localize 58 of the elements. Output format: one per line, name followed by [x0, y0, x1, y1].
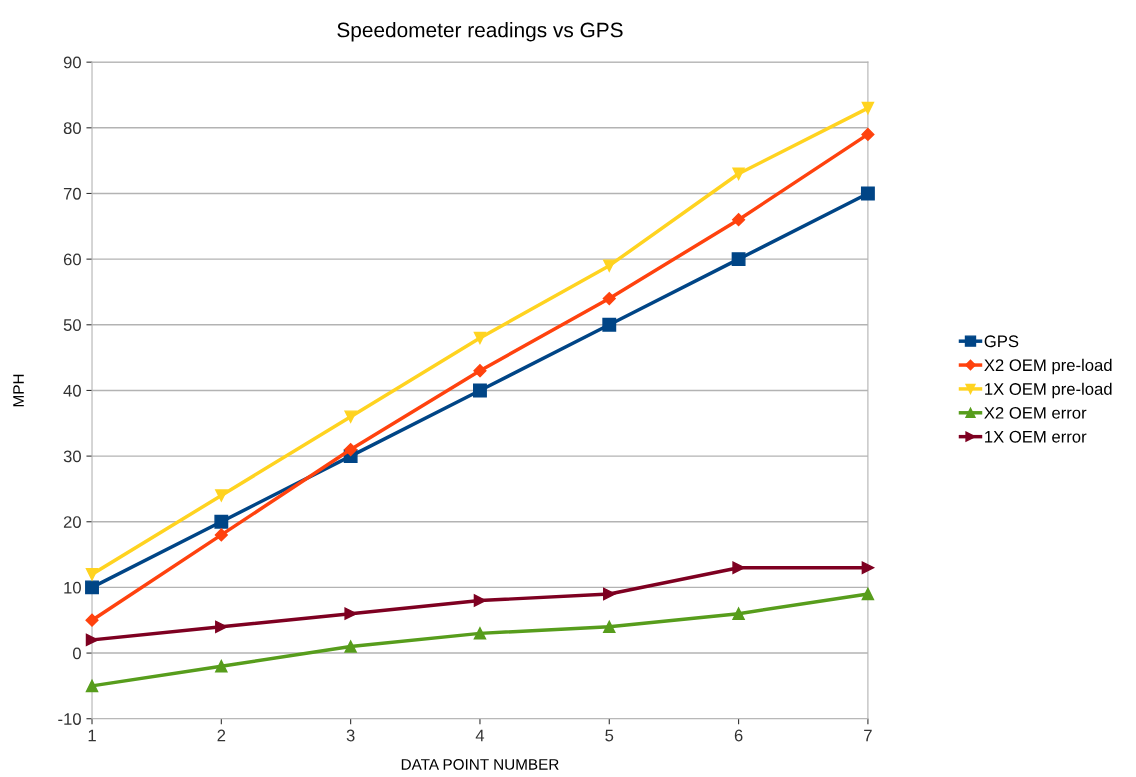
point: [473, 627, 487, 640]
point: [215, 620, 228, 634]
point: [732, 167, 745, 181]
point: [732, 213, 746, 227]
point: [602, 317, 617, 332]
point: [473, 364, 487, 378]
point: [85, 580, 99, 595]
x-tick-label: 5: [605, 729, 614, 742]
y-tick-label: 40: [63, 384, 81, 397]
point: [344, 442, 358, 457]
chart-title: Speedometer readings vs GPS: [337, 22, 623, 42]
point: [344, 410, 357, 423]
point: [214, 528, 228, 542]
point: [215, 489, 228, 502]
point: [603, 620, 616, 634]
point: [85, 679, 99, 693]
point: [861, 101, 875, 115]
y-tick-label: 60: [63, 253, 81, 266]
legend-label: GPS: [984, 335, 1019, 348]
y-tick-label: 70: [63, 187, 81, 200]
point: [602, 291, 616, 306]
point: [473, 383, 487, 398]
point: [85, 613, 99, 627]
point: [603, 259, 616, 272]
point: [344, 607, 357, 620]
point: [861, 127, 875, 141]
point: [860, 186, 875, 201]
y-axis-title: MPH: [13, 374, 24, 407]
y-tick-label: 30: [63, 450, 81, 463]
legend-label: 1X OEM error: [985, 430, 1087, 443]
x-tick-label: 6: [734, 729, 743, 742]
legend-label: X2 OEM pre-load: [984, 358, 1112, 375]
y-tick-label: 20: [63, 516, 81, 528]
x-tick-label: 7: [864, 729, 872, 742]
x-axis-title: DATA POINT NUMBER: [401, 758, 559, 770]
point: [215, 659, 228, 673]
point: [344, 640, 357, 653]
point: [861, 587, 875, 601]
y-tick-label: 50: [63, 319, 81, 331]
x-tick-label: 3: [346, 729, 355, 742]
x-tick-label: 1: [88, 729, 96, 742]
y-tick-label: 10: [64, 581, 81, 594]
y-tick-label: 90: [63, 56, 81, 69]
point: [731, 252, 746, 267]
point: [85, 568, 99, 581]
point: [861, 561, 875, 574]
y-tick-label: 0: [72, 647, 81, 660]
legend-label: 1X OEM pre-load: [985, 382, 1112, 399]
point: [732, 607, 745, 620]
y-tick-label: -10: [58, 713, 81, 725]
legend-label: X2 OEM error: [984, 406, 1087, 419]
x-tick-label: 4: [475, 729, 485, 742]
x-tick-label: 2: [217, 729, 226, 742]
y-tick-label: 80: [63, 122, 81, 135]
point: [85, 633, 99, 647]
point: [603, 587, 616, 601]
point: [214, 514, 229, 529]
point: [473, 331, 487, 345]
